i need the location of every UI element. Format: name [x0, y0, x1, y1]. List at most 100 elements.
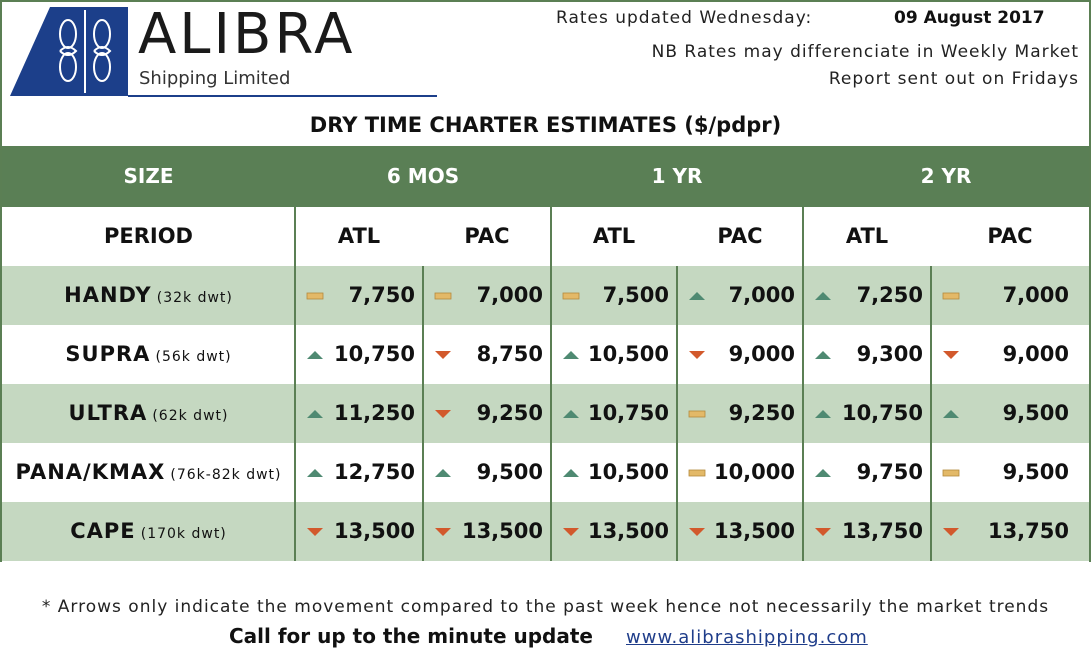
rate-value: 10,000	[713, 460, 795, 484]
trend-up-icon	[943, 410, 959, 418]
rate-value: 12,750	[333, 460, 415, 484]
rate-value: 13,500	[461, 519, 543, 543]
trend-down-icon	[943, 528, 959, 536]
rate-cell: 12,750	[295, 443, 423, 502]
trend-up-icon	[563, 469, 579, 477]
row-label: CAPE (170k dwt)	[2, 502, 295, 561]
rate-value: 9,750	[856, 460, 923, 484]
trend-up-icon	[307, 469, 323, 477]
rate-cell: 10,000	[677, 443, 803, 502]
column-divider	[676, 266, 678, 561]
rate-cell: 13,500	[677, 502, 803, 561]
rate-cell: 13,500	[423, 502, 551, 561]
rate-cell: 10,750	[295, 325, 423, 384]
rate-cell: 7,250	[803, 266, 931, 325]
vessel-dwt: (62k dwt)	[152, 408, 229, 424]
table-row: ULTRA (62k dwt) 11,250 9,250 10,750 9,250 10,…	[2, 384, 1089, 443]
trend-up-icon	[307, 351, 323, 359]
rate-value: 10,750	[587, 401, 669, 425]
arrows-footnote: * Arrows only indicate the movement comp…	[41, 597, 1050, 617]
rate-value: 11,250	[333, 401, 415, 425]
rate-value: 7,000	[1002, 283, 1069, 307]
rate-cell: 9,250	[677, 384, 803, 443]
trend-flat-icon	[306, 292, 324, 300]
rate-cell: 10,500	[551, 443, 677, 502]
rate-cell: 10,500	[551, 325, 677, 384]
trend-up-icon	[563, 351, 579, 359]
rate-value: 7,500	[602, 283, 669, 307]
trend-flat-icon	[942, 292, 960, 300]
rate-cell: 9,300	[803, 325, 931, 384]
trend-up-icon	[815, 410, 831, 418]
vessel-dwt: (170k dwt)	[140, 526, 227, 542]
period-header: PERIOD	[103, 224, 193, 248]
column-divider	[294, 207, 296, 561]
column-divider	[422, 266, 424, 561]
report-title: DRY TIME CHARTER ESTIMATES ($/pdpr)	[309, 113, 782, 137]
rate-cell: 7,000	[423, 266, 551, 325]
subheader-atl: ATL	[337, 224, 381, 248]
subheader-atl: ATL	[592, 224, 636, 248]
rate-cell: 9,500	[931, 443, 1089, 502]
rate-value: 13,750	[841, 519, 923, 543]
vessel-dwt: (56k dwt)	[155, 349, 232, 365]
subheader-atl: ATL	[845, 224, 889, 248]
column-divider	[550, 207, 552, 561]
column-divider	[802, 207, 804, 561]
rate-cell: 13,750	[803, 502, 931, 561]
rate-cell: 9,500	[931, 384, 1089, 443]
rate-value: 9,500	[1002, 401, 1069, 425]
rate-cell: 11,250	[295, 384, 423, 443]
call-text: Call for up to the minute update	[229, 624, 593, 648]
rate-value: 9,500	[476, 460, 543, 484]
rate-value: 13,500	[587, 519, 669, 543]
trend-flat-icon	[688, 469, 706, 477]
table-header-row: SIZE 6 MOS 1 YR 2 YR	[2, 146, 1089, 207]
rate-cell: 13,500	[551, 502, 677, 561]
table-row: HANDY (32k dwt) 7,750 7,000 7,500 7,000 7,250…	[2, 266, 1089, 325]
trend-up-icon	[815, 351, 831, 359]
rate-value: 10,500	[587, 460, 669, 484]
alibra-logo	[10, 7, 128, 96]
trend-down-icon	[435, 351, 451, 359]
rate-value: 10,750	[333, 342, 415, 366]
rate-cell: 7,000	[931, 266, 1089, 325]
brand-underline	[128, 95, 437, 97]
rate-cell: 10,750	[551, 384, 677, 443]
table-row: CAPE (170k dwt) 13,500 13,500 13,500 13,500 1…	[2, 502, 1089, 561]
row-label: HANDY (32k dwt)	[2, 266, 295, 325]
rate-value: 9,250	[728, 401, 795, 425]
trend-up-icon	[307, 410, 323, 418]
rate-value: 10,750	[841, 401, 923, 425]
rate-cell: 7,500	[551, 266, 677, 325]
rate-value: 9,300	[856, 342, 923, 366]
rate-cell: 9,000	[677, 325, 803, 384]
trend-flat-icon	[562, 292, 580, 300]
vessel-size-name: SUPRA	[65, 342, 151, 366]
rate-value: 13,500	[333, 519, 415, 543]
column-divider	[930, 266, 932, 561]
rate-value: 13,750	[987, 519, 1069, 543]
row-label: PANA/KMAX (76k-82k dwt)	[2, 443, 295, 502]
vessel-size-name: PANA/KMAX	[15, 460, 166, 484]
trend-up-icon	[815, 292, 831, 300]
website-link[interactable]: www.alibrashipping.com	[626, 627, 868, 648]
updated-date: 09 August 2017	[894, 8, 1045, 28]
trend-flat-icon	[434, 292, 452, 300]
table-row: SUPRA (56k dwt) 10,750 8,750 10,500 9,000 9,3…	[2, 325, 1089, 384]
rate-value: 13,500	[713, 519, 795, 543]
rate-value: 9,500	[1002, 460, 1069, 484]
group-header-2yr: 2 YR	[920, 164, 972, 188]
table-subheader-row: PERIOD ATL PAC ATL PAC ATL PAC	[2, 207, 1089, 266]
trend-down-icon	[815, 528, 831, 536]
rate-cell: 7,750	[295, 266, 423, 325]
rate-value: 7,000	[476, 283, 543, 307]
subheader-pac: PAC	[464, 224, 510, 248]
trend-down-icon	[307, 528, 323, 536]
nb-note-line-1: NB Rates may differenciate in Weekly Mar…	[651, 42, 1079, 62]
vessel-dwt: (76k-82k dwt)	[170, 467, 282, 483]
rate-cell: 7,000	[677, 266, 803, 325]
trend-flat-icon	[688, 410, 706, 418]
group-header-6mos: 6 MOS	[386, 164, 460, 188]
subheader-pac: PAC	[987, 224, 1033, 248]
